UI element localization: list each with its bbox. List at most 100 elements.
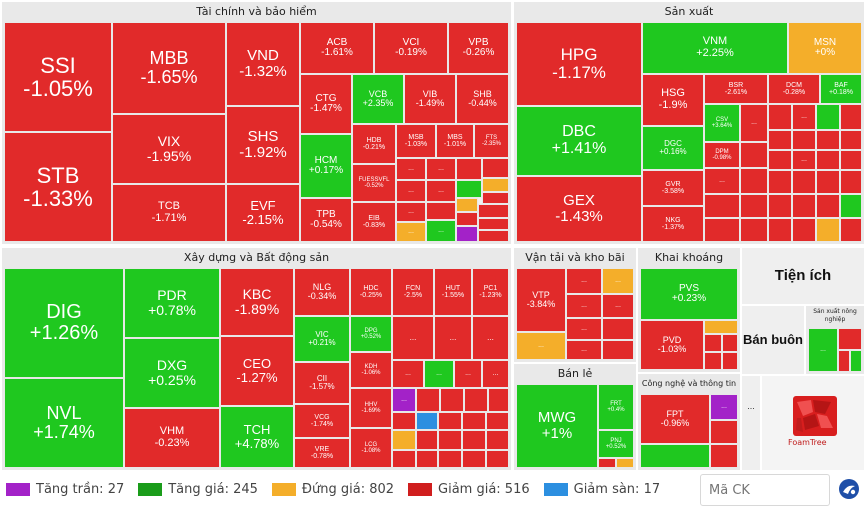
stock-tile-vib[interactable]: VIB -1.49% [404,74,456,124]
stock-tile[interactable] [704,320,738,334]
stock-tile[interactable] [438,450,462,468]
stock-tile-dpm[interactable]: DPM -0.98% [704,142,740,168]
stock-tile[interactable] [616,458,634,468]
stock-tile[interactable]: ... [396,202,426,222]
stock-tile-kbc[interactable]: KBC -1.89% [220,268,294,336]
sector-utilities-label[interactable]: Tiện ích [742,248,864,304]
stock-tile[interactable] [456,212,478,226]
stock-tile-gex[interactable]: GEX -1.43% [516,176,642,242]
stock-tile-eib[interactable]: EIB -0.83% [352,202,396,242]
stock-tile-lcg[interactable]: LCG -1.08% [350,428,392,468]
stock-tile-dig[interactable]: DIG +1.26% [4,268,124,378]
app-logo-icon[interactable] [838,478,860,500]
stock-tile[interactable] [740,194,768,218]
stock-tile-baf[interactable]: BAF +0.18% [820,74,862,104]
stock-tile[interactable]: ... [392,316,434,360]
stock-tile[interactable] [838,328,862,350]
stock-tile-vnd[interactable]: VND -1.32% [226,22,300,106]
stock-tile-vic[interactable]: VIC +0.21% [294,316,350,362]
stock-tile[interactable] [840,130,862,150]
stock-tile-fpt[interactable]: FPT -0.96% [640,394,710,444]
stock-tile[interactable] [416,388,440,412]
stock-tile[interactable] [598,458,616,468]
stock-tile[interactable]: ... [396,222,426,242]
stock-tile-nvl[interactable]: NVL +1.74% [4,378,124,468]
stock-tile-shs[interactable]: SHS -1.92% [226,106,300,184]
stock-tile[interactable]: ... [392,388,416,412]
stock-tile-fcn[interactable]: FCN -2.5% [392,268,434,316]
stock-tile[interactable] [816,194,840,218]
stock-tile-shb[interactable]: SHB -0.44% [456,74,509,124]
stock-tile-pvd[interactable]: PVD -1.03% [640,320,704,370]
stock-tile[interactable]: ... [396,158,426,180]
stock-tile[interactable] [392,412,416,430]
stock-tile[interactable] [392,450,416,468]
stock-tile[interactable] [482,178,509,192]
stock-tile[interactable]: ... [426,180,456,202]
stock-tile-vhm[interactable]: VHM -0.23% [124,408,220,468]
stock-tile[interactable] [440,388,464,412]
stock-tile[interactable]: ... [516,332,566,360]
stock-tile[interactable] [840,150,862,170]
stock-tile-vcg[interactable]: VCG -1.74% [294,404,350,438]
stock-tile[interactable] [722,352,738,370]
stock-tile[interactable] [850,350,862,372]
stock-tile-hsg[interactable]: HSG -1.9% [642,74,704,126]
stock-tile[interactable] [438,430,462,450]
stock-tile-vnm[interactable]: VNM +2.25% [642,22,788,74]
stock-tile-vix[interactable]: VIX -1.95% [112,114,226,184]
stock-tile[interactable]: ... [454,360,482,388]
stock-tile[interactable] [704,334,722,352]
stock-tile[interactable] [416,430,438,450]
stock-tile[interactable] [478,218,509,230]
stock-tile[interactable] [456,198,478,212]
stock-tile[interactable] [710,420,738,444]
stock-tile[interactable] [640,444,710,468]
stock-tile[interactable] [704,352,722,370]
stock-tile[interactable] [392,430,416,450]
stock-tile-cii[interactable]: CII -1.57% [294,362,350,404]
stock-tile[interactable] [838,350,850,372]
stock-tile-stb[interactable]: STB -1.33% [4,132,112,242]
stock-tile-vtp[interactable]: VTP -3.84% [516,268,566,332]
stock-tile[interactable]: ... [566,340,602,360]
stock-tile[interactable]: ... [602,294,634,318]
stock-tile[interactable] [456,158,482,180]
stock-tile-ceo[interactable]: CEO -1.27% [220,336,294,406]
stock-tile[interactable] [816,218,840,242]
stock-tile[interactable]: ... [566,318,602,340]
stock-tile[interactable] [768,218,792,242]
stock-tile-vci[interactable]: VCI -0.19% [374,22,448,74]
stock-tile[interactable] [840,218,862,242]
stock-tile-hcm[interactable]: HCM +0.17% [300,134,352,198]
stock-tile[interactable] [486,412,509,430]
stock-tile[interactable] [486,430,509,450]
stock-tile[interactable]: ... [426,220,456,242]
stock-tile-pc1[interactable]: PC1 -1.23% [472,268,509,316]
stock-tile-mbs[interactable]: MBS -1.01% [436,124,474,158]
stock-tile-hhv[interactable]: HHV -1.69% [350,388,392,428]
stock-tile[interactable] [438,412,462,430]
stock-tile-msb[interactable]: MSB -1.03% [396,124,436,158]
stock-tile[interactable] [486,450,509,468]
stock-tile-hpg[interactable]: HPG -1.17% [516,22,642,106]
stock-tile-gvr[interactable]: GVR -3.58% [642,170,704,206]
stock-tile-ctg[interactable]: CTG -1.47% [300,74,352,134]
stock-tile[interactable] [426,202,456,220]
stock-tile-evf[interactable]: EVF -2.15% [226,184,300,242]
stock-tile[interactable]: ... [740,104,768,142]
stock-tile[interactable] [768,104,792,130]
stock-tile[interactable]: ... [710,394,738,420]
stock-tile-kdh[interactable]: KDH -1.06% [350,352,392,388]
stock-tile-ssi[interactable]: SSI -1.05% [4,22,112,132]
stock-tile[interactable] [464,388,488,412]
stock-tile-nkg[interactable]: NKG -1.37% [642,206,704,242]
stock-tile[interactable] [456,180,482,198]
stock-tile-bsr[interactable]: BSR -2.61% [704,74,768,104]
stock-tile[interactable] [456,226,478,242]
stock-tile-tcb[interactable]: TCB -1.71% [112,184,226,242]
stock-tile[interactable] [840,194,862,218]
stock-tile[interactable] [488,388,509,412]
stock-tile[interactable] [740,142,768,168]
stock-tile-hdc[interactable]: HDC -0.25% [350,268,392,316]
